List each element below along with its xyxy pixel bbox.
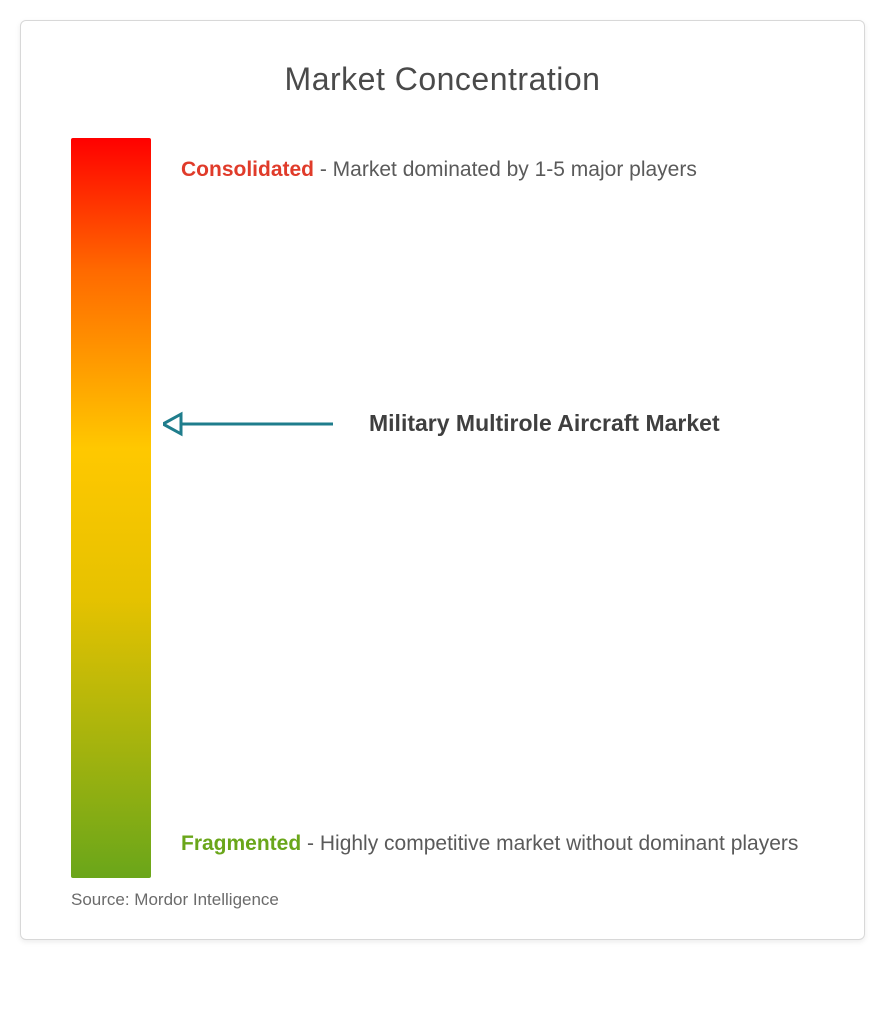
market-pointer: Military Multirole Aircraft Market: [163, 406, 720, 442]
annotation-column: Consolidated - Market dominated by 1-5 m…: [151, 138, 814, 878]
gradient-column: [71, 138, 151, 878]
chart-title: Market Concentration: [71, 61, 814, 98]
consolidated-key: Consolidated: [181, 158, 314, 181]
source-attribution: Source: Mordor Intelligence: [71, 878, 814, 910]
consolidated-label: Consolidated - Market dominated by 1-5 m…: [181, 146, 804, 194]
consolidated-desc: - Market dominated by 1-5 major players: [320, 158, 697, 181]
concentration-gradient-bar: [71, 138, 151, 878]
fragmented-desc: - Highly competitive market without domi…: [307, 832, 798, 855]
market-pointer-label: Military Multirole Aircraft Market: [369, 406, 720, 442]
concentration-card: Market Concentration Consolidated - Mark…: [20, 20, 865, 940]
fragmented-key: Fragmented: [181, 832, 301, 855]
arrow-left-icon: [163, 408, 333, 440]
chart-body: Consolidated - Market dominated by 1-5 m…: [71, 138, 814, 878]
fragmented-label: Fragmented - Highly competitive market w…: [181, 820, 804, 868]
